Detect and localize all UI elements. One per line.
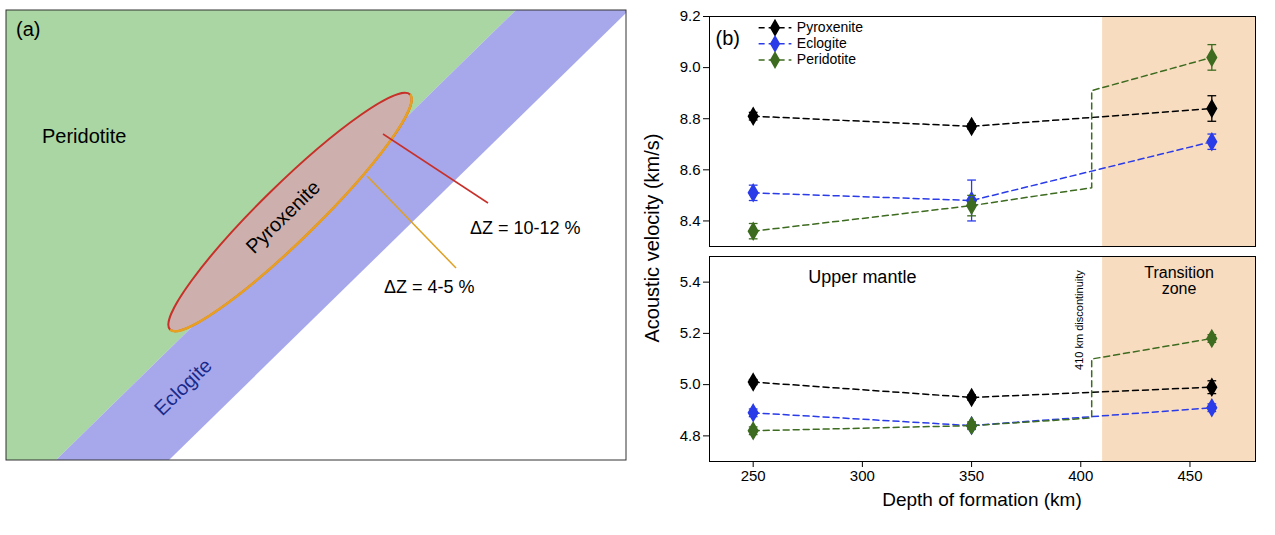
svg-text:Peridotite: Peridotite [42, 125, 127, 147]
svg-text:400: 400 [1068, 467, 1093, 484]
svg-text:Pyroxenite: Pyroxenite [797, 19, 863, 35]
svg-text:5.4: 5.4 [680, 273, 701, 290]
svg-text:Pyroxenite: Pyroxenite [241, 176, 324, 258]
svg-text:(a): (a) [16, 18, 40, 40]
svg-text:Acoustic velocity (km/s): Acoustic velocity (km/s) [641, 134, 663, 343]
svg-text:8.4: 8.4 [680, 212, 701, 229]
svg-text:5.2: 5.2 [680, 324, 701, 341]
svg-text:8.6: 8.6 [680, 161, 701, 178]
svg-text:Eclogite: Eclogite [150, 354, 216, 420]
svg-text:350: 350 [959, 467, 984, 484]
svg-text:8.8: 8.8 [680, 110, 701, 127]
svg-text:9.2: 9.2 [680, 7, 701, 24]
svg-text:450: 450 [1177, 467, 1202, 484]
svg-text:300: 300 [850, 467, 875, 484]
svg-text:Depth of formation (km): Depth of formation (km) [882, 489, 1082, 510]
svg-text:(b): (b) [716, 27, 740, 49]
svg-text:Peridotite: Peridotite [797, 51, 856, 67]
svg-text:Transitionzone: Transitionzone [1144, 264, 1214, 297]
svg-text:Upper mantle: Upper mantle [808, 267, 916, 287]
svg-text:5.0: 5.0 [680, 375, 701, 392]
svg-text:4.8: 4.8 [680, 427, 701, 444]
svg-text:410 km discontinuity: 410 km discontinuity [1073, 270, 1085, 370]
svg-text:ΔZ = 4-5 %: ΔZ = 4-5 % [384, 277, 475, 297]
svg-text:ΔZ = 10-12 %: ΔZ = 10-12 % [470, 218, 581, 238]
svg-text:Eclogite: Eclogite [797, 35, 847, 51]
svg-text:250: 250 [741, 467, 766, 484]
svg-text:9.0: 9.0 [680, 58, 701, 75]
